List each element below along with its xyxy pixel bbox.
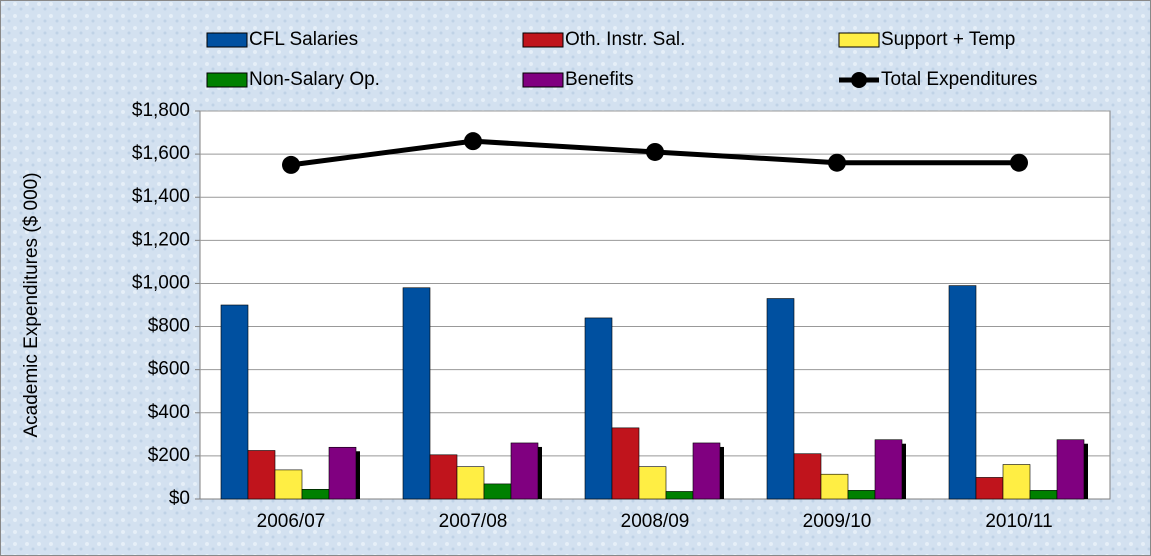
y-tick-label: $800 bbox=[148, 316, 190, 337]
bar bbox=[874, 439, 903, 500]
bar bbox=[638, 466, 667, 500]
legend-label: Oth. Instr. Sal. bbox=[565, 29, 685, 50]
y-tick-label: $1,000 bbox=[132, 272, 190, 293]
legend-label: Support + Temp bbox=[881, 29, 1015, 50]
y-tick-label: $1,200 bbox=[132, 229, 190, 250]
line-marker bbox=[646, 142, 664, 161]
x-tick-label: 2008/09 bbox=[621, 511, 690, 532]
x-tick-label: 2009/10 bbox=[803, 511, 872, 532]
bar bbox=[220, 304, 249, 500]
legend-label: Benefits bbox=[565, 69, 634, 90]
x-tick-label: 2010/11 bbox=[985, 511, 1052, 532]
bar bbox=[429, 454, 458, 500]
bar bbox=[328, 446, 357, 500]
legend-swatch bbox=[206, 72, 248, 88]
bar bbox=[766, 298, 795, 500]
bar bbox=[692, 442, 721, 500]
bar bbox=[793, 453, 822, 500]
y-tick-label: $600 bbox=[148, 359, 190, 380]
y-tick-label: $0 bbox=[169, 488, 190, 509]
y-tick-label: $1,400 bbox=[132, 186, 190, 207]
x-tick-label: 2006/07 bbox=[257, 511, 326, 532]
legend-swatch bbox=[851, 72, 867, 88]
bar bbox=[510, 442, 539, 500]
bar bbox=[483, 483, 512, 500]
legend-label: Non-Salary Op. bbox=[249, 69, 380, 90]
y-tick-label: $400 bbox=[148, 402, 190, 423]
bar bbox=[402, 287, 431, 500]
bar bbox=[584, 317, 613, 500]
y-tick-label: $1,600 bbox=[132, 143, 190, 164]
y-tick-label: $200 bbox=[148, 445, 190, 466]
y-tick-label: $1,800 bbox=[132, 100, 190, 121]
bar bbox=[948, 285, 977, 500]
line-marker bbox=[828, 153, 846, 172]
bar bbox=[1002, 464, 1031, 500]
bar bbox=[274, 469, 303, 500]
bar bbox=[247, 450, 276, 500]
bar bbox=[820, 473, 849, 500]
legend-swatch bbox=[522, 72, 564, 88]
bar bbox=[456, 466, 485, 500]
bar bbox=[1056, 439, 1085, 500]
legend-swatch bbox=[522, 32, 564, 48]
line-marker bbox=[464, 132, 482, 151]
line-marker bbox=[282, 155, 300, 174]
bar bbox=[665, 491, 694, 500]
y-axis-title: Academic Expenditures ($ 000) bbox=[21, 172, 42, 437]
legend-label: CFL Salaries bbox=[249, 29, 358, 50]
bar bbox=[847, 490, 876, 500]
legend-swatch bbox=[838, 32, 880, 48]
bar bbox=[611, 427, 640, 500]
bar bbox=[301, 488, 330, 500]
line-marker bbox=[1010, 153, 1028, 172]
legend-label: Total Expenditures bbox=[881, 69, 1037, 90]
bar bbox=[975, 477, 1004, 500]
bar bbox=[1029, 490, 1058, 500]
legend-swatch bbox=[206, 32, 248, 48]
x-tick-label: 2007/08 bbox=[439, 511, 508, 532]
